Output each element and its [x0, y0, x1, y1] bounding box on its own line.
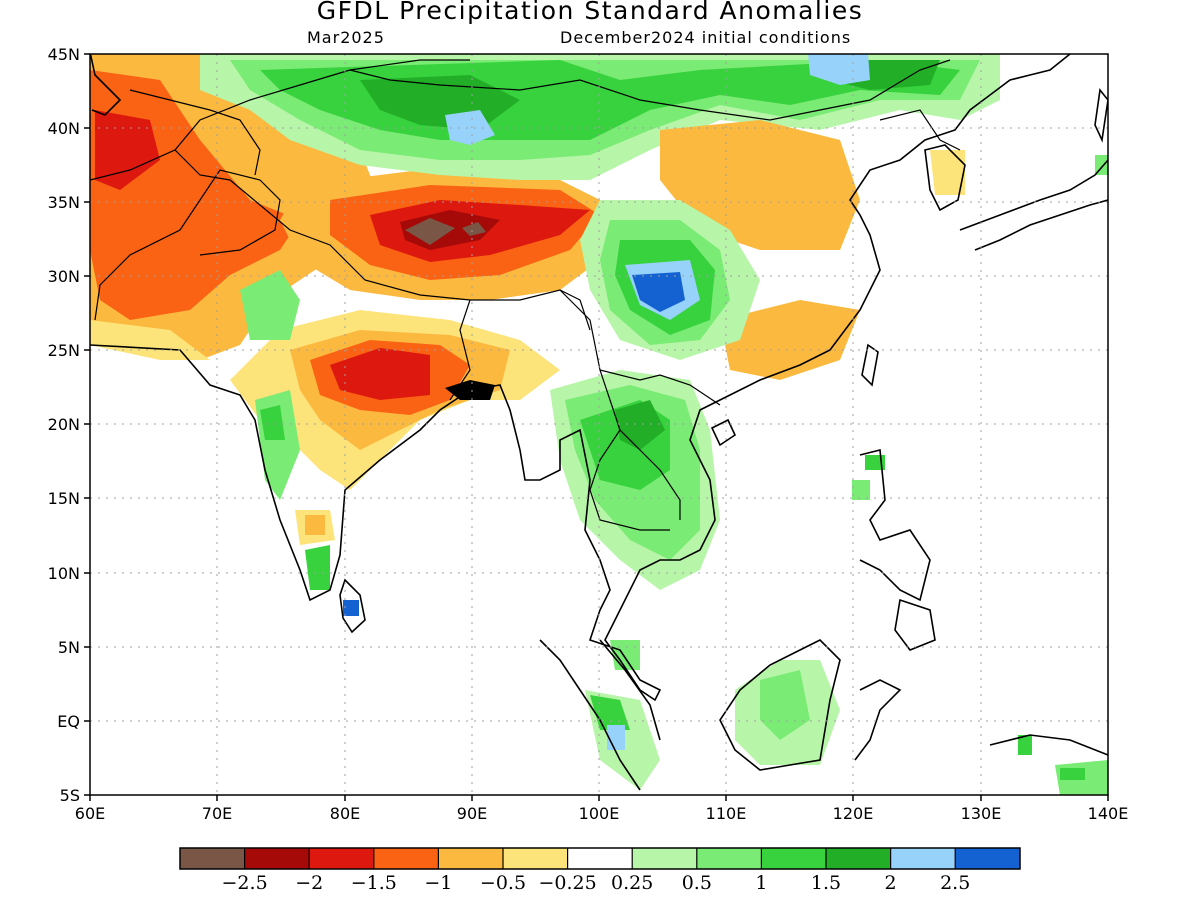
anomaly-halmahera-wet — [1018, 735, 1032, 755]
colorbar-label: 0.5 — [682, 872, 712, 894]
x-tick-label: 80E — [330, 804, 360, 823]
colorbar-label: −0.5 — [480, 872, 526, 894]
anomaly-philippines-wet — [865, 455, 885, 470]
colorbar-label: −1 — [424, 872, 452, 894]
anomaly-mongolia-peak — [808, 54, 870, 85]
chart-title: GFDL Precipitation Standard Anomalies — [316, 0, 864, 25]
colorbar-labels: −2.5 −2 −1.5 −1 −0.5 −0.25 0.25 0.5 1 1.… — [222, 872, 971, 894]
y-tick-label: 5S — [60, 786, 80, 805]
y-tick-label: 15N — [48, 489, 80, 508]
valid-month-label: Mar2025 — [307, 28, 385, 47]
colorbar-swatch — [761, 848, 826, 869]
coast-philippines — [859, 448, 931, 602]
colorbar-swatch — [503, 848, 568, 869]
y-tick-label: 10N — [48, 564, 80, 583]
colorbar-label: 1.5 — [811, 872, 841, 894]
colorbar-swatch — [180, 848, 245, 869]
y-tick-label: 5N — [58, 638, 80, 657]
x-tick-label: 100E — [579, 804, 620, 823]
anomaly-korea-dry — [930, 150, 965, 195]
coast-sri-lanka — [339, 578, 366, 634]
tick-marks — [84, 53, 1109, 801]
colorbar-frame — [179, 847, 1021, 870]
anomaly-east-china-dry — [660, 120, 860, 250]
colorbar-swatch — [244, 848, 310, 869]
colorbar-label: −2.5 — [222, 872, 268, 894]
anomaly-philippines-wet-2 — [852, 480, 870, 500]
anomaly-tibet-min-2 — [462, 222, 486, 236]
graticule — [90, 54, 1108, 795]
x-tick-label: 140E — [1088, 804, 1129, 823]
y-tick-label: EQ — [57, 712, 80, 731]
bangladesh-delta — [445, 380, 495, 400]
coast-sumatra — [539, 639, 661, 791]
colorbar-dividers — [244, 848, 956, 869]
anomaly-borneo-wet-2 — [760, 670, 810, 740]
colorbar-label: 2 — [885, 872, 897, 894]
colorbar-label: 2.5 — [940, 872, 970, 894]
anomaly-tibet-min — [405, 218, 455, 245]
y-tick-label: 40N — [48, 119, 80, 138]
coast-borneo — [719, 639, 841, 771]
colorbar-swatch — [438, 848, 503, 869]
colorbar-swatch — [955, 848, 1020, 869]
x-tick-label: 90E — [457, 804, 487, 823]
colorbar-swatch — [309, 848, 374, 869]
anomaly-india-core — [330, 348, 430, 400]
colorbar-swatch — [373, 848, 439, 869]
colorbar-label: 1 — [755, 872, 767, 894]
coast-asia-mainland — [90, 54, 1071, 702]
y-tick-label: 30N — [48, 267, 80, 286]
anomaly-south-china-dry — [720, 300, 860, 380]
country-borders — [90, 59, 961, 531]
anomaly-sumatra-peak — [607, 725, 625, 750]
y-tick-label: 35N — [48, 193, 80, 212]
x-axis-labels: 60E 70E 80E 90E 100E 110E 120E 130E 140E — [75, 804, 1129, 823]
colorbar-label: −0.25 — [538, 872, 596, 894]
y-axis-labels: 45N 40N 35N 30N 25N 20N 15N 10N 5N EQ 5S — [48, 45, 80, 805]
coast-new-guinea — [989, 734, 1108, 756]
coast-sakhalin — [1094, 88, 1108, 143]
colorbar-swatch — [696, 848, 762, 869]
y-tick-label: 25N — [48, 341, 80, 360]
y-tick-label: 20N — [48, 415, 80, 434]
anomaly-japan-wet — [1095, 155, 1108, 175]
colorbar-label: −1.5 — [351, 872, 397, 894]
colorbar-label: −2 — [295, 872, 323, 894]
initial-conditions-label: December2024 initial conditions — [560, 28, 852, 47]
colorbar-swatch — [632, 848, 697, 869]
coast-caspian — [90, 54, 122, 116]
anomaly-india-south-2 — [305, 515, 325, 535]
y-tick-label: 45N — [48, 45, 80, 64]
anomaly-sri-lanka-max — [343, 600, 359, 616]
coast-korea — [924, 144, 966, 212]
anomaly-altai-peak — [445, 110, 495, 145]
coast-hainan — [710, 418, 737, 447]
x-tick-label: 70E — [202, 804, 232, 823]
coast-japan — [959, 159, 1108, 251]
x-tick-label: 60E — [75, 804, 105, 823]
coast-sulawesi — [854, 679, 902, 761]
coast-philippines-south — [894, 598, 936, 651]
x-tick-label: 110E — [706, 804, 747, 823]
anomaly-west-india-wet — [240, 270, 300, 340]
colorbar-label: 0.25 — [611, 872, 653, 894]
coastlines — [90, 54, 1108, 791]
colorbar-swatch — [567, 848, 633, 869]
x-tick-label: 120E — [833, 804, 874, 823]
anomaly-kerala-wet — [305, 545, 330, 590]
anomaly-newguinea-wet-2 — [1060, 768, 1085, 780]
colorbar-swatch — [890, 848, 956, 869]
anomaly-west-coast-wet-2 — [260, 405, 285, 440]
anomaly-sichuan-max — [632, 272, 685, 312]
x-tick-label: 130E — [961, 804, 1002, 823]
anomaly-malaya-wet — [610, 640, 640, 670]
colorbar: −2.5 −2 −1.5 −1 −0.5 −0.25 0.25 0.5 1 1.… — [179, 847, 1021, 894]
anomaly-turkmen-dry — [95, 110, 160, 190]
colorbar-swatch — [826, 848, 891, 869]
